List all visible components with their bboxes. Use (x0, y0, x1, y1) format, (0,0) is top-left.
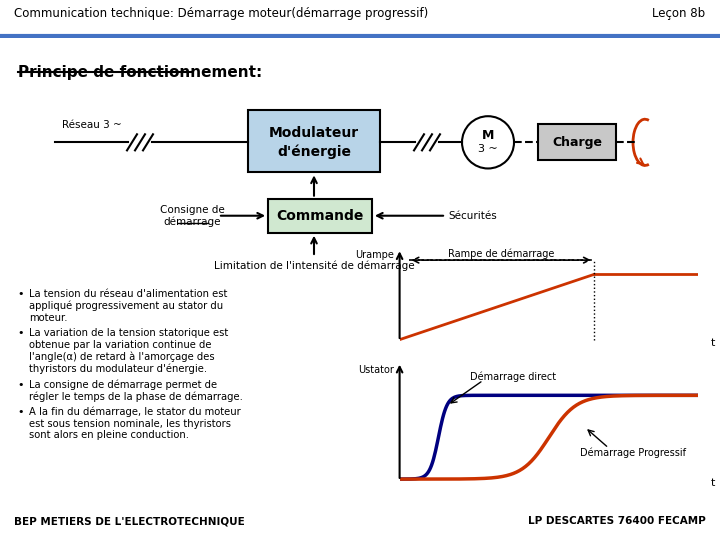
Text: Démarrage Progressif: Démarrage Progressif (580, 447, 685, 457)
Text: Communication technique: Démarrage moteur(démarrage progressif): Communication technique: Démarrage moteu… (14, 6, 428, 20)
FancyBboxPatch shape (268, 199, 372, 233)
Text: Urampe: Urampe (355, 250, 394, 260)
Text: •: • (17, 289, 24, 299)
Text: BEP METIERS DE L'ELECTROTECHNIQUE: BEP METIERS DE L'ELECTROTECHNIQUE (14, 516, 245, 526)
Text: •: • (17, 328, 24, 338)
Text: Principe de fonctionnement:: Principe de fonctionnement: (18, 65, 262, 80)
Text: Leçon 8b: Leçon 8b (652, 6, 706, 20)
Text: La consigne de démarrage permet de
régler le temps de la phase de démarrage.: La consigne de démarrage permet de régle… (29, 380, 243, 402)
Text: 3 ~: 3 ~ (478, 144, 498, 154)
FancyBboxPatch shape (248, 110, 380, 172)
FancyBboxPatch shape (538, 124, 616, 160)
Text: Réseau 3 ~: Réseau 3 ~ (62, 120, 122, 130)
Text: Ustator: Ustator (358, 365, 394, 375)
Text: •: • (17, 407, 24, 417)
Text: Charge: Charge (552, 136, 602, 149)
Circle shape (462, 116, 514, 168)
Text: Démarrage direct: Démarrage direct (470, 372, 557, 382)
Text: Sécurités: Sécurités (448, 211, 497, 221)
Text: A la fin du démarrage, le stator du moteur
est sous tension nominale, les thyris: A la fin du démarrage, le stator du mote… (29, 407, 240, 441)
Text: •: • (17, 380, 24, 389)
Text: Modulateur: Modulateur (269, 126, 359, 140)
Text: M: M (482, 129, 494, 142)
Text: LP DESCARTES 76400 FECAMP: LP DESCARTES 76400 FECAMP (528, 516, 706, 526)
Text: d'énergie: d'énergie (277, 144, 351, 159)
Text: t: t (711, 338, 715, 348)
Text: La tension du réseau d'alimentation est
appliqué progressivement au stator du
mo: La tension du réseau d'alimentation est … (29, 289, 228, 323)
Text: Consigne de
démarrage: Consigne de démarrage (160, 205, 225, 227)
Text: Limitation de l'intensité de démarrage: Limitation de l'intensité de démarrage (214, 261, 414, 272)
Text: Commande: Commande (276, 209, 364, 222)
Text: La variation de la tension statorique est
obtenue par la variation continue de
l: La variation de la tension statorique es… (29, 328, 228, 374)
Text: t: t (711, 478, 715, 488)
Text: Rampe de démarrage: Rampe de démarrage (448, 248, 554, 259)
